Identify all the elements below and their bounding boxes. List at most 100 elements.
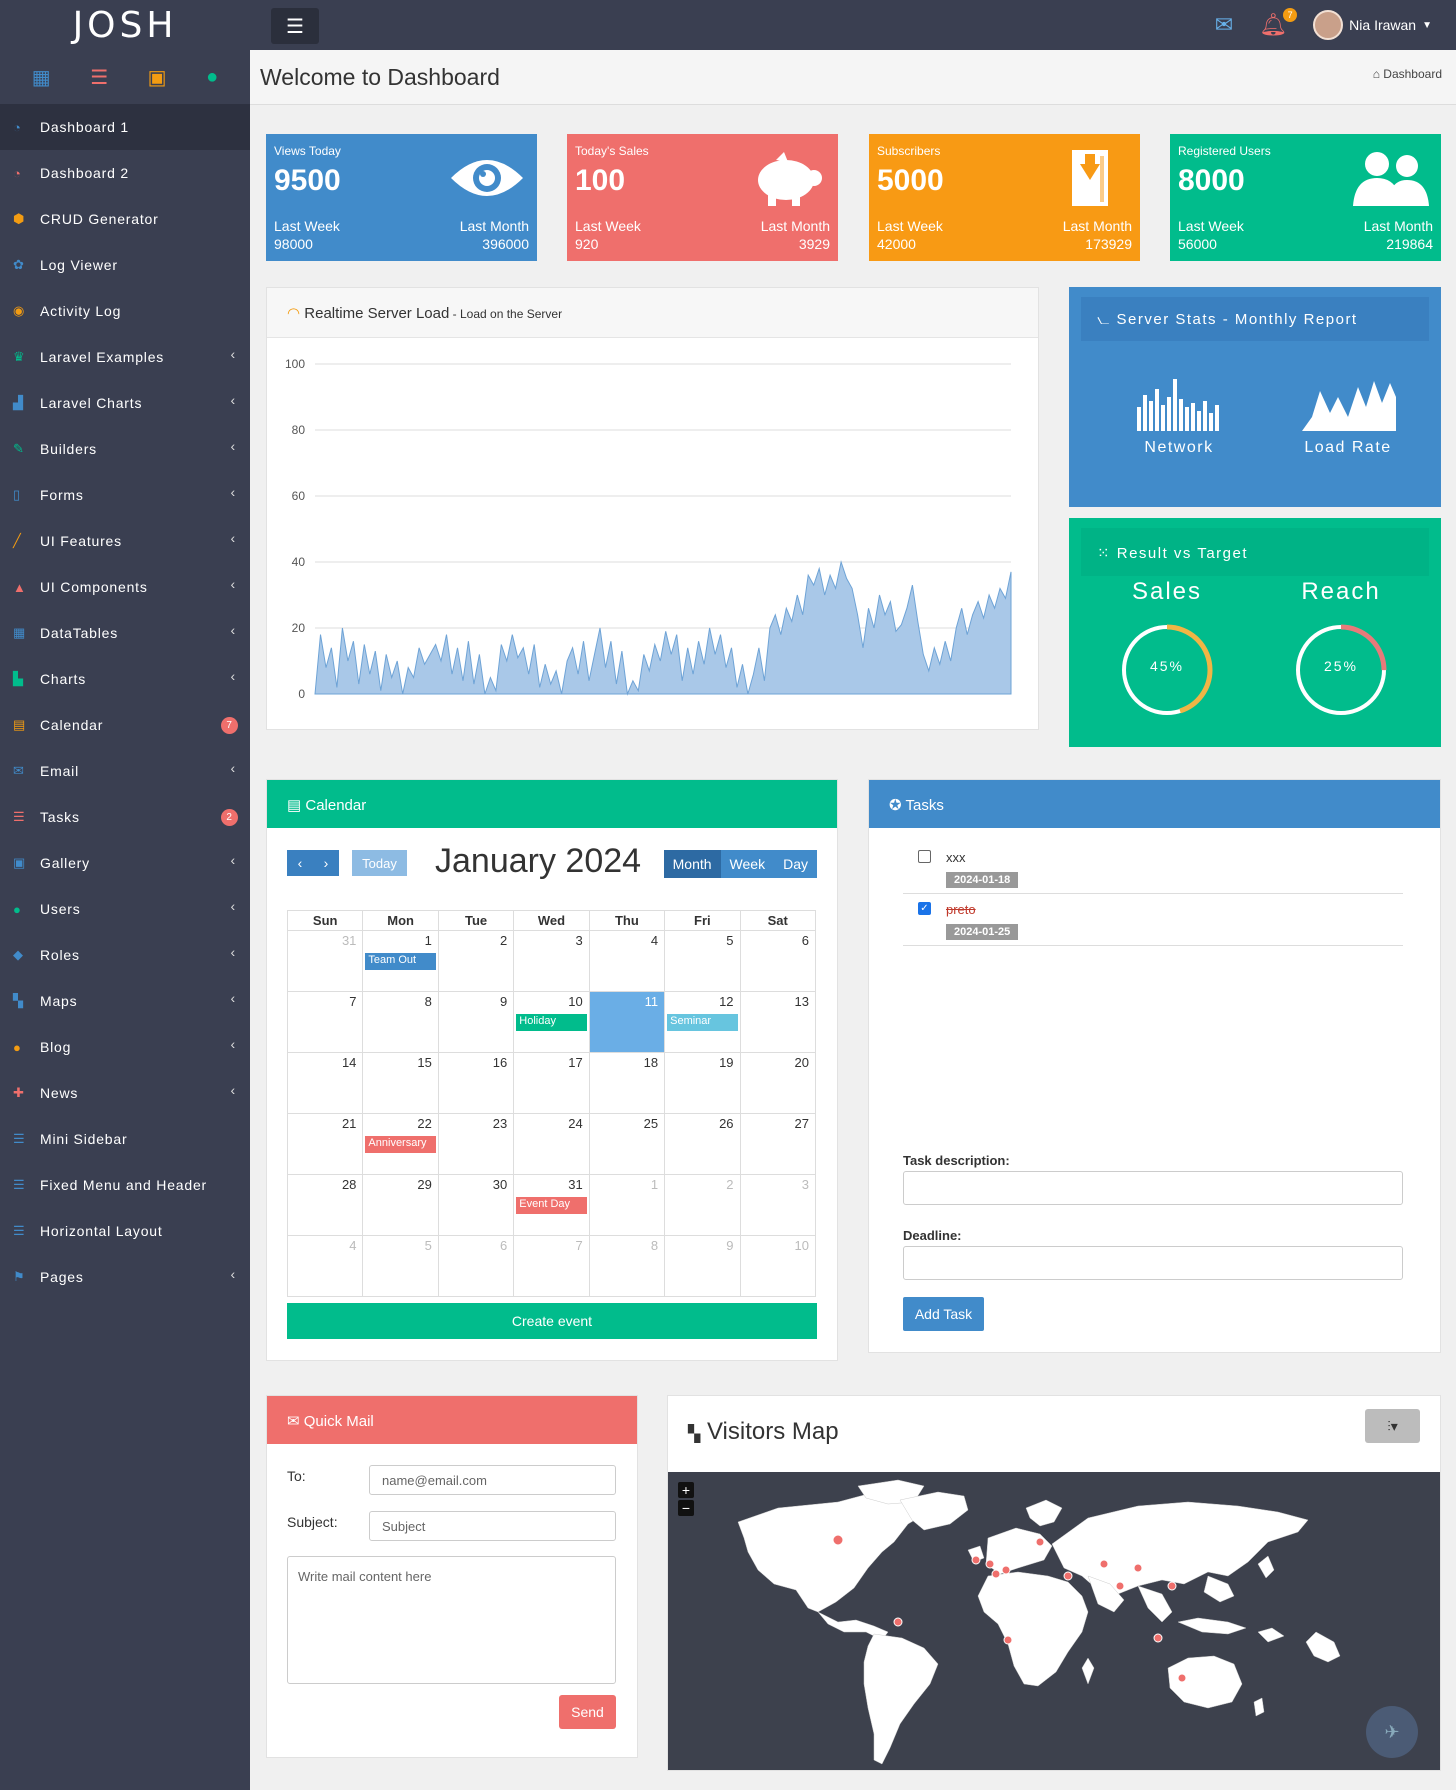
mail-icon[interactable]: ✉ (1214, 12, 1234, 37)
calendar-event[interactable]: Seminar (667, 1014, 738, 1031)
view-month-button[interactable]: Month (663, 850, 721, 878)
task-checkbox[interactable] (918, 850, 931, 863)
calendar-day-cell[interactable]: 11 (588, 991, 666, 1053)
sidebar-item-gallery[interactable]: ▣ Gallery ‹ (0, 840, 250, 886)
user-icon[interactable]: ● (206, 65, 219, 88)
sidebar-item-email[interactable]: ✉ Email ‹ (0, 748, 250, 794)
calendar-next-button[interactable]: › (313, 850, 339, 876)
table-icon[interactable]: ▦ (31, 66, 51, 89)
sidebar-item-calendar[interactable]: ▤ Calendar 7 (0, 702, 250, 748)
calendar-day-cell[interactable]: 5 (362, 1235, 439, 1297)
breadcrumb[interactable]: ⌂ Dashboard (1373, 67, 1442, 81)
calendar-day-cell[interactable]: 15 (362, 1052, 439, 1114)
calendar-day-cell[interactable]: 14 (286, 1052, 364, 1114)
calendar-day-cell[interactable]: 20 (739, 1052, 817, 1114)
calendar-day-cell[interactable]: 8 (588, 1235, 666, 1297)
map-settings-dropdown[interactable]: ⫶ ▾ (1365, 1409, 1420, 1443)
mail-body-textarea[interactable]: Write mail content here (287, 1556, 616, 1684)
sidebar-item-roles[interactable]: ◆ Roles ‹ (0, 932, 250, 978)
calendar-day-cell[interactable]: 10 (739, 1235, 817, 1297)
calendar-day-cell[interactable]: 23 (437, 1113, 515, 1175)
sidebar-item-news[interactable]: ✚ News ‹ (0, 1070, 250, 1116)
sidebar-item-dashboard-2[interactable]: ◔ Dashboard 2 (0, 150, 250, 196)
hamburger-menu-button[interactable]: ☰ (271, 8, 319, 44)
calendar-event[interactable]: Event Day (516, 1197, 587, 1214)
to-email-input[interactable]: name@email.com (369, 1465, 616, 1495)
sidebar-item-ui-components[interactable]: ▲ UI Components ‹ (0, 564, 250, 610)
world-map[interactable]: + − (668, 1472, 1440, 1770)
calendar-day-cell[interactable]: 26 (664, 1113, 741, 1175)
sidebar-item-users[interactable]: ● Users ‹ (0, 886, 250, 932)
calendar-day-cell[interactable]: 30 (437, 1174, 515, 1236)
calendar-day-cell[interactable]: 27 (739, 1113, 817, 1175)
sidebar-item-ui-features[interactable]: ╱ UI Features ‹ (0, 518, 250, 564)
calendar-day-cell[interactable]: 2 (437, 930, 515, 992)
deadline-input[interactable] (903, 1246, 1403, 1280)
task-description-input[interactable] (903, 1171, 1403, 1205)
calendar-event[interactable]: Holiday (516, 1014, 587, 1031)
calendar-day-cell[interactable]: 9 (437, 991, 515, 1053)
calendar-day-cell[interactable]: 4 (286, 1235, 364, 1297)
subject-input[interactable]: Subject (369, 1511, 616, 1541)
image-icon[interactable]: ▣ (147, 66, 167, 89)
sidebar-item-laravel-charts[interactable]: ▟ Laravel Charts ‹ (0, 380, 250, 426)
sidebar-item-tasks[interactable]: ☰ Tasks 2 (0, 794, 250, 840)
view-week-button[interactable]: Week (720, 850, 775, 878)
calendar-day-cell[interactable]: 12 Seminar (664, 991, 741, 1053)
calendar-day-cell[interactable]: 1 (588, 1174, 666, 1236)
calendar-day-cell[interactable]: 24 (513, 1113, 590, 1175)
sidebar-item-maps[interactable]: ▚ Maps ‹ (0, 978, 250, 1024)
bell-icon[interactable]: 🔔︎ 7 (1259, 8, 1298, 38)
calendar-day-cell[interactable]: 13 (739, 991, 817, 1053)
calendar-prev-button[interactable]: ‹ (287, 850, 313, 876)
calendar-day-cell[interactable]: 10 Holiday (513, 991, 590, 1053)
map-zoom-in-button[interactable]: + (678, 1482, 694, 1498)
task-checkbox[interactable]: ✓ (918, 902, 931, 915)
calendar-day-cell[interactable]: 3 (513, 930, 590, 992)
sidebar-item-pages[interactable]: ⚑ Pages ‹ (0, 1254, 250, 1300)
calendar-day-cell[interactable]: 17 (513, 1052, 590, 1114)
sidebar-item-fixed-menu-and-header[interactable]: ☰ Fixed Menu and Header (0, 1162, 250, 1208)
calendar-event[interactable]: Anniversary (365, 1136, 436, 1153)
sidebar-item-laravel-examples[interactable]: ♛ Laravel Examples ‹ (0, 334, 250, 380)
send-mail-button[interactable]: Send (559, 1695, 616, 1729)
sidebar-item-builders[interactable]: ✎ Builders ‹ (0, 426, 250, 472)
calendar-day-cell[interactable]: 25 (588, 1113, 666, 1175)
calendar-day-cell[interactable]: 7 (286, 991, 364, 1053)
calendar-day-cell[interactable]: 19 (664, 1052, 741, 1114)
calendar-day-cell[interactable]: 7 (513, 1235, 590, 1297)
calendar-day-cell[interactable]: 31 (286, 930, 364, 992)
map-zoom-out-button[interactable]: − (678, 1500, 694, 1516)
sidebar-item-datatables[interactable]: ▦ DataTables ‹ (0, 610, 250, 656)
calendar-day-cell[interactable]: 21 (286, 1113, 364, 1175)
create-event-button[interactable]: Create event (287, 1303, 817, 1339)
josh-logo[interactable]: JOSH (72, 4, 178, 46)
sidebar-item-blog[interactable]: ● Blog ‹ (0, 1024, 250, 1070)
floating-action-button[interactable]: ✈ (1366, 1706, 1418, 1758)
calendar-day-cell[interactable]: 6 (437, 1235, 515, 1297)
calendar-day-cell[interactable]: 3 (739, 1174, 817, 1236)
calendar-day-cell[interactable]: 31 Event Day (513, 1174, 590, 1236)
sidebar-item-log-viewer[interactable]: ✿ Log Viewer (0, 242, 250, 288)
calendar-day-cell[interactable]: 2 (664, 1174, 741, 1236)
calendar-day-cell[interactable]: 6 (739, 930, 817, 992)
sidebar-item-charts[interactable]: ▙ Charts ‹ (0, 656, 250, 702)
calendar-day-cell[interactable]: 4 (588, 930, 666, 992)
calendar-event[interactable]: Team Out (365, 953, 436, 970)
calendar-day-cell[interactable]: 22 Anniversary (362, 1113, 439, 1175)
sidebar-item-mini-sidebar[interactable]: ☰ Mini Sidebar (0, 1116, 250, 1162)
calendar-day-cell[interactable]: 9 (664, 1235, 741, 1297)
calendar-day-cell[interactable]: 18 (588, 1052, 666, 1114)
calendar-day-cell[interactable]: 8 (362, 991, 439, 1053)
calendar-day-cell[interactable]: 1 Team Out (362, 930, 439, 992)
sidebar-item-forms[interactable]: ▯ Forms ‹ (0, 472, 250, 518)
calendar-day-cell[interactable]: 29 (362, 1174, 439, 1236)
calendar-day-cell[interactable]: 5 (664, 930, 741, 992)
calendar-day-cell[interactable]: 28 (286, 1174, 364, 1236)
sidebar-item-dashboard-1[interactable]: ◔ Dashboard 1 (0, 104, 250, 150)
sidebar-item-horizontal-layout[interactable]: ☰ Horizontal Layout (0, 1208, 250, 1254)
list-icon[interactable]: ☰ (90, 66, 109, 89)
add-task-button[interactable]: Add Task (903, 1297, 984, 1331)
sidebar-item-crud-generator[interactable]: ⬢ CRUD Generator (0, 196, 250, 242)
calendar-today-button[interactable]: Today (352, 850, 407, 876)
